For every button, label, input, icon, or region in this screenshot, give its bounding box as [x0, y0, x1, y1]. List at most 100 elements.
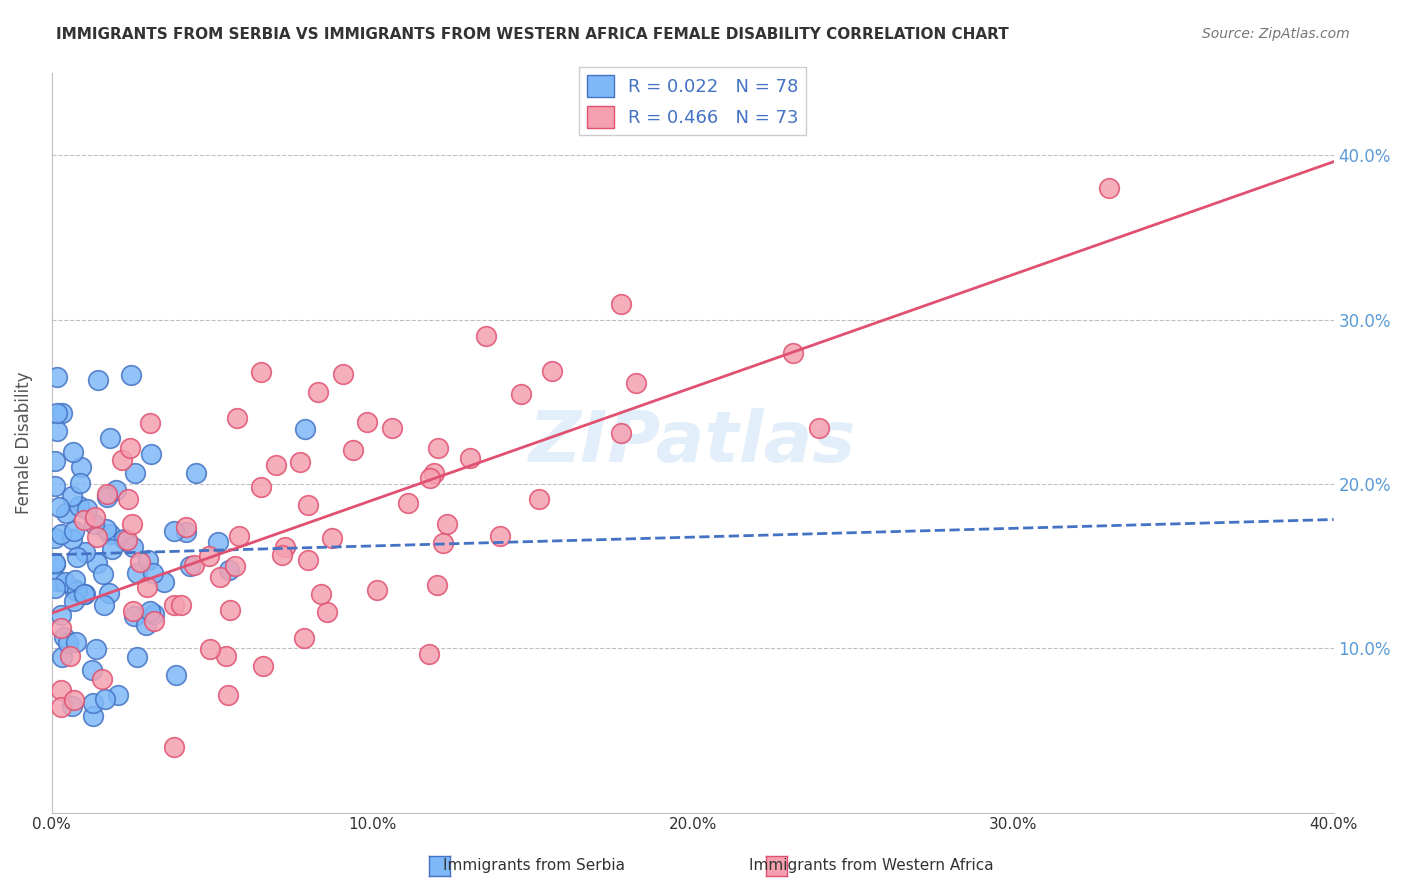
Point — [66, 584, 89, 599]
Point — [184, 466, 207, 480]
Text: Source: ZipAtlas.com: Source: ZipAtlas.com — [1202, 27, 1350, 41]
Point — [218, 563, 240, 577]
Point — [117, 491, 139, 506]
Point — [115, 533, 138, 547]
Point — [86, 373, 108, 387]
Point — [46, 574, 69, 589]
Point — [51, 699, 73, 714]
Point — [183, 558, 205, 572]
Point — [294, 631, 316, 645]
Point — [76, 502, 98, 516]
Point — [426, 578, 449, 592]
Point — [53, 630, 76, 644]
Point — [84, 510, 107, 524]
Point — [122, 608, 145, 623]
Point — [129, 555, 152, 569]
Point — [143, 615, 166, 629]
Point — [75, 587, 97, 601]
Point — [82, 696, 104, 710]
Point — [332, 367, 354, 381]
Point — [311, 587, 333, 601]
Point — [73, 587, 96, 601]
Text: Immigrants from Western Africa: Immigrants from Western Africa — [749, 858, 994, 872]
Point — [423, 466, 446, 480]
Point — [163, 739, 186, 754]
Point — [62, 445, 84, 459]
Point — [63, 692, 86, 706]
Point — [121, 540, 143, 554]
Point — [67, 499, 90, 513]
Point — [63, 573, 86, 587]
Point — [208, 570, 231, 584]
Point — [527, 491, 550, 506]
Point — [179, 558, 201, 573]
Point — [91, 567, 114, 582]
Point — [219, 603, 242, 617]
Point — [307, 385, 329, 400]
Point — [297, 498, 319, 512]
Point — [49, 608, 72, 623]
Point — [93, 598, 115, 612]
Point — [86, 556, 108, 570]
Point — [44, 453, 66, 467]
Point — [60, 699, 83, 714]
Point — [73, 545, 96, 559]
Point — [69, 460, 91, 475]
Point — [264, 458, 287, 472]
Point — [427, 441, 450, 455]
Point — [63, 594, 86, 608]
Point — [72, 513, 94, 527]
Point — [49, 683, 72, 698]
Point — [44, 582, 66, 596]
Point — [297, 553, 319, 567]
Point — [122, 604, 145, 618]
Point — [48, 500, 70, 515]
Point — [294, 421, 316, 435]
Point — [488, 528, 510, 542]
Point — [176, 520, 198, 534]
Point — [44, 531, 66, 545]
Point — [356, 415, 378, 429]
Point — [83, 516, 105, 531]
Point — [138, 553, 160, 567]
Point — [51, 406, 73, 420]
Point — [198, 549, 221, 563]
Point — [94, 691, 117, 706]
Point — [342, 442, 364, 457]
Point — [228, 529, 250, 543]
Point — [540, 364, 562, 378]
Point — [127, 650, 149, 665]
Y-axis label: Female Disability: Female Disability — [15, 372, 32, 514]
Point — [380, 421, 402, 435]
Point — [274, 540, 297, 554]
Point — [366, 582, 388, 597]
Point — [51, 526, 73, 541]
Point — [98, 431, 121, 445]
Point — [58, 635, 80, 649]
Point — [46, 424, 69, 438]
Point — [46, 370, 69, 384]
Point — [69, 476, 91, 491]
Point — [610, 425, 633, 440]
Point — [321, 531, 343, 545]
Point — [139, 604, 162, 618]
Point — [112, 532, 135, 546]
Point — [315, 605, 337, 619]
Point — [111, 453, 134, 467]
Point — [107, 688, 129, 702]
Point — [82, 709, 104, 723]
Point — [63, 582, 86, 596]
Point — [66, 549, 89, 564]
Point — [224, 559, 246, 574]
Point — [252, 658, 274, 673]
Point — [142, 566, 165, 581]
Point — [139, 447, 162, 461]
Point — [432, 536, 454, 550]
Point — [125, 566, 148, 580]
Point — [398, 495, 420, 509]
Point — [65, 635, 87, 649]
Point — [436, 516, 458, 531]
Point — [207, 534, 229, 549]
Point — [60, 489, 83, 503]
Point — [153, 574, 176, 589]
